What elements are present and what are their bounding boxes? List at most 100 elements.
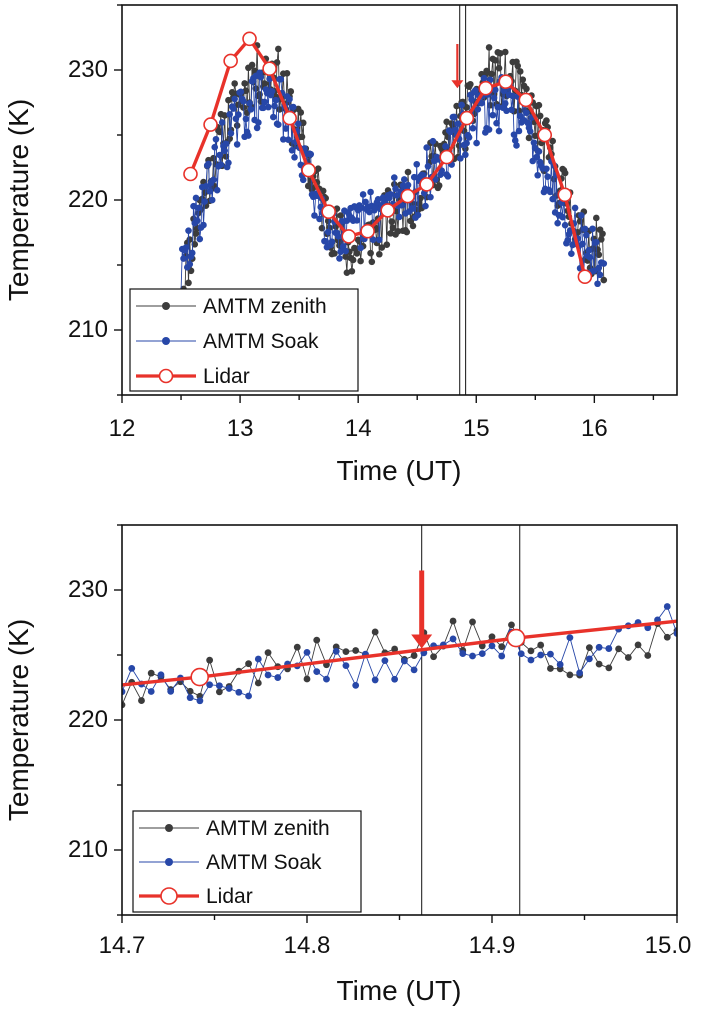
bottom-zenith-point [478,642,486,650]
bottom-soak-point [498,652,506,660]
top-soak-point [568,250,575,257]
top-soak-point [526,128,534,135]
top-ytick-label-2: 220 [68,186,108,213]
top-soak-point [196,235,204,243]
bottom-soak-point [595,643,603,651]
top-soak-point [457,155,464,162]
top-soak-point [286,95,293,103]
bottom-soak-point [186,694,194,702]
top-ytick-label-1: 210 [68,316,108,343]
top-zenith-point [337,212,344,219]
bottom-soak-point [537,651,545,659]
top-soak-point [240,98,247,105]
bottom-zenith-point [313,636,321,644]
bottom-lidar-line [122,619,677,687]
top-plot-marks [177,5,608,395]
top-legend-soak-marker [162,337,170,345]
top-soak-point [400,176,408,183]
top-lidar-point [439,149,455,165]
top-soak-point [366,208,373,216]
top-soak-point [473,139,480,147]
top-soak-point [230,105,237,112]
top-zenith-point [389,224,397,232]
bottom-soak-point [576,669,584,677]
top-zenith-point [485,44,493,51]
bottom-zenith-point [410,652,418,659]
top-zenith-point [523,85,530,93]
top-zenith-point [599,230,606,238]
top-soak-point [316,215,323,223]
top-zenith-point [453,102,460,110]
top-zenith-point [226,135,233,142]
top-soak-point [192,194,200,202]
bottom-arrow-head [411,634,433,649]
top-legend-zenith-label: AMTM zenith [203,295,327,318]
top-zenith-point [342,253,349,260]
bottom-zenith-point [254,679,262,687]
top-zenith-point [242,87,250,95]
bottom-legend-lidar-label: Lidar [206,885,253,908]
bottom-soak-point [323,675,330,683]
top-soak-point [255,119,262,126]
top-soak-point [342,247,349,255]
top-ytick-label-3: 230 [68,56,108,83]
bottom-soak-point [605,645,613,652]
top-soak-point [533,153,540,161]
top-soak-point [404,181,412,189]
top-lidar-point [557,187,573,203]
top-soak-point [491,86,499,94]
bottom-zenith-point [147,669,155,677]
top-soak-point [338,217,346,225]
bottom-soak-point [225,685,233,692]
top-legend: AMTM zenith AMTM Soak Lidar [129,288,359,392]
top-soak-point [279,136,287,143]
bottom-zenith-point [615,645,622,653]
top-soak-point [328,238,336,246]
top-soak-point [463,139,470,147]
top-zenith-point [297,109,305,116]
top-soak-point [324,228,332,236]
bottom-zenith-point [508,621,515,629]
top-soak-point [444,173,452,180]
bottom-zenith-point [585,644,593,652]
top-zenith-point [192,230,200,237]
top-chart: 12 13 14 15 16 210 220 230 Time (UT) Tem… [3,4,678,486]
top-zenith-point [409,222,417,230]
top-soak-point [419,171,427,179]
top-lidar-point [341,229,357,244]
top-lidar-point [498,74,514,89]
top-zenith-point [235,101,242,109]
top-zenith-point [331,250,338,257]
top-arrow-head [451,80,464,89]
bottom-legend-soak-marker [165,858,173,866]
bottom-lidar-point [190,667,209,687]
top-soak-point [357,244,364,252]
bottom-xtick-label-3: 14.9 [469,932,516,959]
top-soak-point [586,254,594,261]
bottom-zenith-point [264,649,272,657]
top-soak-point [188,249,196,257]
top-zenith-point [467,80,474,88]
bottom-soak-point [313,668,321,676]
bottom-zenith-point [303,675,311,683]
top-xtick-label-4: 15 [463,415,490,442]
top-zenith-point [273,59,281,66]
top-soak-point [480,74,488,82]
bottom-zenith-point [122,701,126,709]
top-soak-point [225,159,232,167]
top-soak-point [211,143,219,151]
top-zenith-point [593,214,600,222]
top-soak-point [468,96,475,103]
top-lidar-line [188,37,587,278]
top-soak-point [374,196,382,203]
top-soak-point [322,238,329,245]
top-soak-point [596,271,604,279]
top-zenith-point [483,67,490,75]
top-soak-point [190,202,197,210]
bottom-zenith-point [469,618,476,626]
top-zenith-point [186,236,194,243]
bottom-zenith-point [605,664,613,672]
top-soak-point [494,103,502,111]
top-soak-point [253,124,261,132]
top-soak-point [284,136,292,143]
